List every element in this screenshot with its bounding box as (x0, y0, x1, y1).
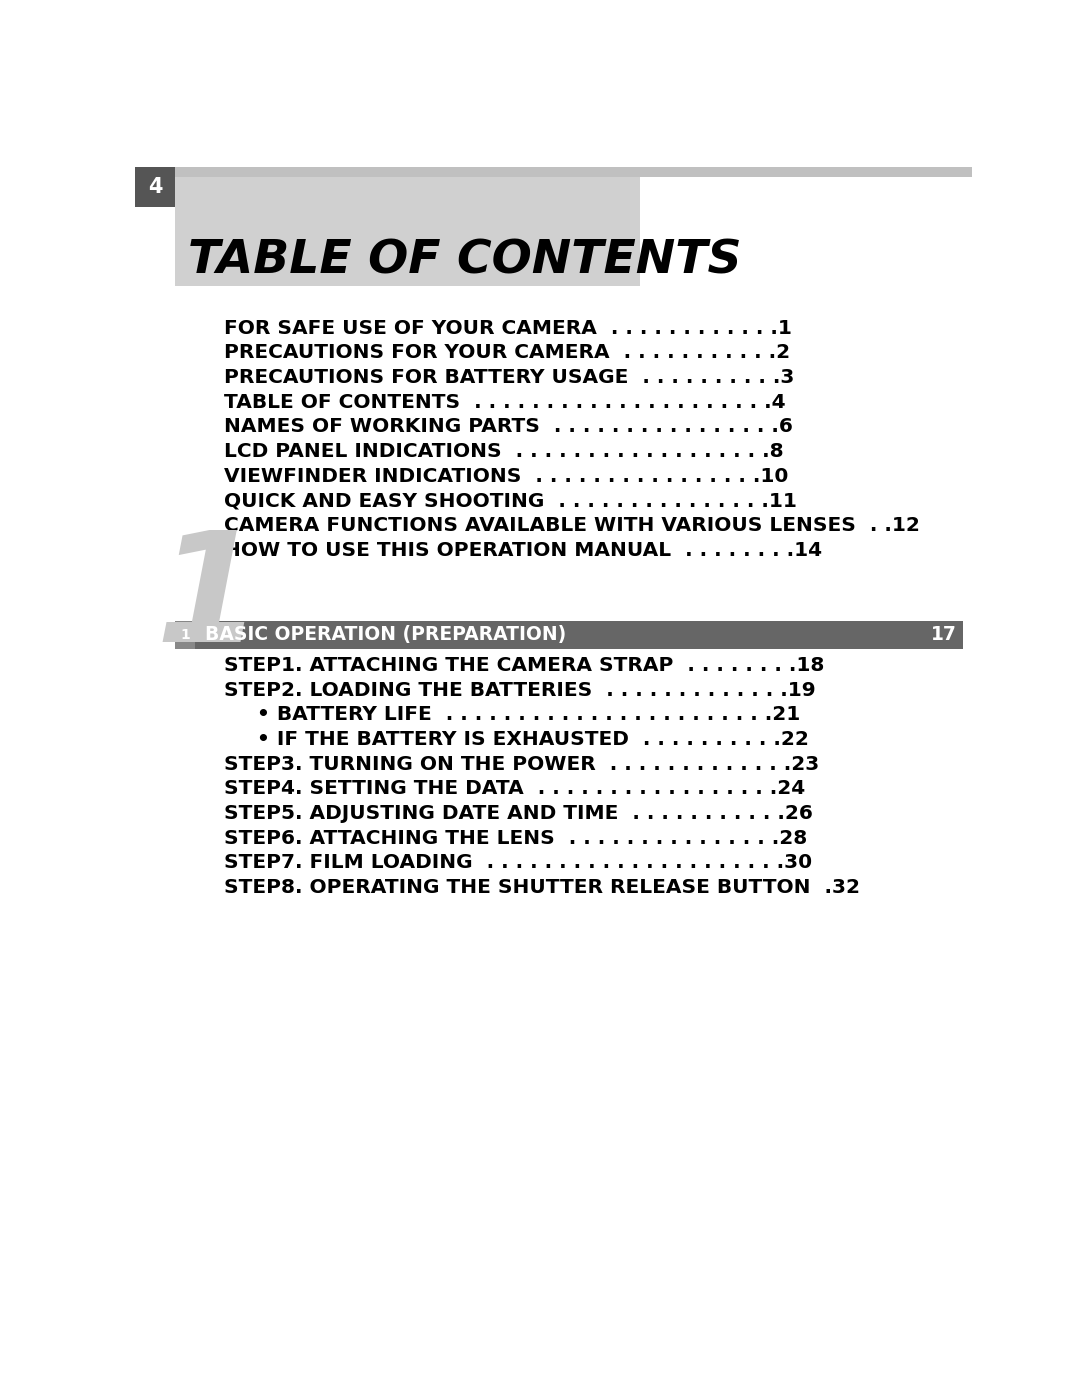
Text: TABLE OF CONTENTS: TABLE OF CONTENTS (188, 237, 741, 283)
Bar (175, 620, 195, 648)
Text: VIEWFINDER INDICATIONS  . . . . . . . . . . . . . . . .10: VIEWFINDER INDICATIONS . . . . . . . . .… (225, 466, 788, 486)
Text: STEP4. SETTING THE DATA  . . . . . . . . . . . . . . . . .24: STEP4. SETTING THE DATA . . . . . . . . … (225, 779, 806, 798)
Text: 1: 1 (156, 525, 261, 673)
Text: STEP2. LOADING THE BATTERIES  . . . . . . . . . . . . .19: STEP2. LOADING THE BATTERIES . . . . . .… (225, 680, 815, 700)
Text: BASIC OPERATION (PREPARATION): BASIC OPERATION (PREPARATION) (205, 625, 566, 644)
Text: QUICK AND EASY SHOOTING  . . . . . . . . . . . . . . .11: QUICK AND EASY SHOOTING . . . . . . . . … (225, 491, 797, 511)
Text: HOW TO USE THIS OPERATION MANUAL  . . . . . . . .14: HOW TO USE THIS OPERATION MANUAL . . . .… (225, 540, 822, 559)
Text: PRECAUTIONS FOR YOUR CAMERA  . . . . . . . . . . .2: PRECAUTIONS FOR YOUR CAMERA . . . . . . … (225, 343, 791, 362)
Bar (175, 178, 640, 286)
Text: 1: 1 (180, 627, 190, 641)
Text: PRECAUTIONS FOR BATTERY USAGE  . . . . . . . . . .3: PRECAUTIONS FOR BATTERY USAGE . . . . . … (225, 368, 795, 387)
Text: 17: 17 (931, 625, 957, 644)
Text: FOR SAFE USE OF YOUR CAMERA  . . . . . . . . . . . .1: FOR SAFE USE OF YOUR CAMERA . . . . . . … (225, 319, 792, 337)
Text: NAMES OF WORKING PARTS  . . . . . . . . . . . . . . . .6: NAMES OF WORKING PARTS . . . . . . . . .… (225, 418, 793, 436)
Text: STEP7. FILM LOADING  . . . . . . . . . . . . . . . . . . . . .30: STEP7. FILM LOADING . . . . . . . . . . … (225, 854, 812, 872)
Text: • IF THE BATTERY IS EXHAUSTED  . . . . . . . . . .22: • IF THE BATTERY IS EXHAUSTED . . . . . … (257, 730, 809, 750)
Text: CAMERA FUNCTIONS AVAILABLE WITH VARIOUS LENSES  . .12: CAMERA FUNCTIONS AVAILABLE WITH VARIOUS … (225, 516, 920, 534)
Text: STEP8. OPERATING THE SHUTTER RELEASE BUTTON  .32: STEP8. OPERATING THE SHUTTER RELEASE BUT… (225, 877, 860, 897)
Text: TABLE OF CONTENTS  . . . . . . . . . . . . . . . . . . . . .4: TABLE OF CONTENTS . . . . . . . . . . . … (225, 393, 786, 412)
Text: STEP3. TURNING ON THE POWER  . . . . . . . . . . . . .23: STEP3. TURNING ON THE POWER . . . . . . … (225, 755, 820, 773)
Text: • BATTERY LIFE  . . . . . . . . . . . . . . . . . . . . . . .21: • BATTERY LIFE . . . . . . . . . . . . .… (257, 705, 800, 725)
Text: 4: 4 (148, 176, 162, 197)
Text: STEP6. ATTACHING THE LENS  . . . . . . . . . . . . . . .28: STEP6. ATTACHING THE LENS . . . . . . . … (225, 829, 808, 848)
Text: STEP1. ATTACHING THE CAMERA STRAP  . . . . . . . .18: STEP1. ATTACHING THE CAMERA STRAP . . . … (225, 657, 824, 675)
Bar (175, 620, 962, 648)
Text: LCD PANEL INDICATIONS  . . . . . . . . . . . . . . . . . .8: LCD PANEL INDICATIONS . . . . . . . . . … (225, 441, 784, 461)
Text: STEP5. ADJUSTING DATE AND TIME  . . . . . . . . . . .26: STEP5. ADJUSTING DATE AND TIME . . . . .… (225, 804, 813, 823)
Bar (175, 167, 972, 178)
Bar (135, 167, 175, 207)
